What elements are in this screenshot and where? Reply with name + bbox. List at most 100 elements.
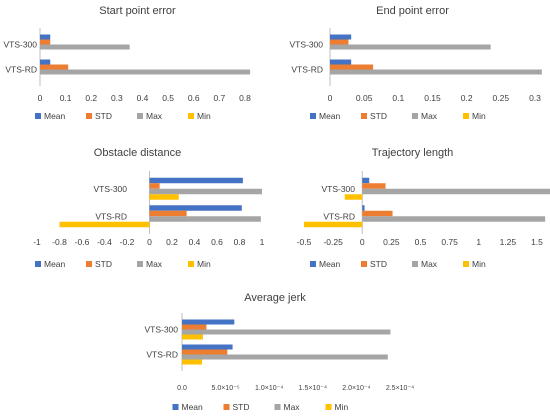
- bar-min-vts-rd: [182, 359, 203, 365]
- x-tick-label: 1.5: [531, 237, 543, 247]
- legend-swatch-min: [463, 113, 469, 119]
- bar-std-vts-rd: [362, 210, 393, 217]
- x-tick-label: 0.15: [424, 93, 441, 103]
- legend-swatch-std: [361, 113, 367, 119]
- category-label: VTS-300: [144, 325, 178, 335]
- legend-label-std: STD: [370, 259, 387, 269]
- bar-std-vts-rd: [40, 64, 69, 70]
- legend-label-mean: Mean: [182, 402, 204, 412]
- legend-label-max: Max: [421, 111, 438, 121]
- bar-std-vts-300: [40, 39, 51, 45]
- legend-swatch-mean: [172, 404, 179, 410]
- bar-max-vts-rd: [40, 69, 251, 75]
- legend-label-mean: Mean: [44, 259, 66, 269]
- legend-swatch-min: [463, 261, 469, 267]
- category-label: VTS-RD: [323, 211, 355, 221]
- chart-trajectory-length: Trajectory length VTS-300 VTS-RD -0.5 -0.25 0…: [297, 147, 550, 269]
- chart-start-point-error: Start point error VTS-300 VTS-RD 0 0.1 0.2 0.3…: [3, 5, 251, 121]
- chart-title: Trajectory length: [372, 147, 454, 159]
- legend-swatch-std: [223, 404, 230, 410]
- legend-label-min: Min: [472, 259, 486, 269]
- legend-label-std: STD: [233, 402, 250, 412]
- legend-swatch-mean: [310, 261, 316, 267]
- legend-swatch-std: [361, 261, 367, 267]
- bar-max-vts-rd: [182, 354, 388, 360]
- legend-label-std: STD: [95, 111, 112, 121]
- legend-swatch-max: [137, 113, 143, 119]
- bar-mean-vts-rd: [40, 59, 51, 65]
- chart-obstacle-distance: Obstacle distance VTS-300 VTS-RD -1 -0.8 -0.6…: [33, 147, 265, 269]
- x-tick-label: 0.2: [166, 237, 178, 247]
- x-tick-label: 0: [38, 93, 43, 103]
- x-tick-label: 0.1: [60, 93, 72, 103]
- x-tick-label: 0: [147, 237, 152, 247]
- chart-average-jerk: Average jerk VTS-300 VTS-RD 0.0 5.0×10⁻⁵ 1.0×…: [144, 292, 414, 412]
- bar-mean-vts-300: [330, 34, 352, 40]
- x-tick-label: -0.25: [323, 237, 343, 247]
- bar-mean-vts-rd: [362, 205, 365, 211]
- bar-std-vts-rd: [149, 210, 187, 217]
- legend-label-min: Min: [472, 111, 486, 121]
- legend-label-std: STD: [95, 259, 112, 269]
- legend-swatch-max: [274, 404, 281, 410]
- x-tick-label: 0.0: [177, 385, 187, 392]
- bar-std-vts-rd: [182, 349, 228, 355]
- x-tick-label: -0.8: [52, 237, 67, 247]
- x-tick-label: -1: [33, 237, 41, 247]
- x-tick-label: 2.5×10⁻⁴: [386, 385, 414, 392]
- bar-mean-vts-rd: [330, 59, 352, 65]
- category-label: VTS-300: [289, 40, 323, 50]
- bar-mean-vts-rd: [149, 205, 242, 211]
- category-label: VTS-RD: [146, 350, 178, 360]
- x-tick-label: 0.6: [188, 93, 200, 103]
- x-tick-label: 0.8: [234, 237, 246, 247]
- x-tick-label: 0.5: [415, 237, 427, 247]
- x-tick-label: 0.4: [189, 237, 201, 247]
- chart-title: Obstacle distance: [94, 147, 181, 159]
- legend-swatch-mean: [310, 113, 316, 119]
- legend-swatch-mean: [35, 261, 41, 267]
- x-tick-label: 1: [260, 237, 265, 247]
- x-tick-label: -0.2: [120, 237, 135, 247]
- x-tick-label: 0.2: [85, 93, 97, 103]
- legend-label-min: Min: [197, 259, 211, 269]
- legend-swatch-max: [412, 113, 418, 119]
- x-tick-label: 0.25: [383, 237, 400, 247]
- legend-label-min: Min: [335, 402, 349, 412]
- chart-title: End point error: [376, 5, 449, 17]
- chart-end-point-error: End point error VTS-300 VTS-RD 0 0.05 0.1 0.15…: [289, 5, 542, 121]
- bar-max-vts-300: [182, 329, 391, 335]
- bar-std-vts-300: [362, 183, 386, 189]
- x-tick-label: -0.4: [97, 237, 112, 247]
- legend-label-mean: Mean: [319, 111, 341, 121]
- legend-label-std: STD: [370, 111, 387, 121]
- legend-label-max: Max: [146, 111, 163, 121]
- x-tick-label: 1.0×10⁻⁴: [255, 385, 283, 392]
- legend-label-mean: Mean: [319, 259, 341, 269]
- bar-max-vts-300: [362, 188, 550, 195]
- legend-swatch-max: [412, 261, 418, 267]
- x-tick-label: 0.3: [111, 93, 123, 103]
- category-label: VTS-300: [3, 40, 37, 50]
- x-tick-label: 5.0×10⁻⁵: [211, 385, 239, 392]
- x-tick-label: 0.1: [392, 93, 404, 103]
- x-tick-label: -0.5: [297, 237, 312, 247]
- bar-max-vts-rd: [149, 216, 261, 222]
- x-tick-label: 0: [360, 237, 365, 247]
- bar-std-vts-300: [182, 324, 207, 330]
- legend-swatch-min: [188, 261, 194, 267]
- x-tick-label: 0.7: [213, 93, 225, 103]
- x-tick-label: 2.0×10⁻⁴: [342, 385, 370, 392]
- x-tick-label: 0: [328, 93, 333, 103]
- x-tick-label: 1.25: [500, 237, 517, 247]
- x-tick-label: 0.2: [461, 93, 473, 103]
- x-tick-label: 1.5×10⁻⁴: [299, 385, 327, 392]
- bar-min-vts-rd: [304, 221, 363, 228]
- legend-label-max: Max: [284, 402, 301, 412]
- category-label: VTS-300: [321, 184, 355, 194]
- x-tick-label: 0.5: [162, 93, 174, 103]
- chart-title: Start point error: [99, 5, 176, 17]
- legend-swatch-min: [188, 113, 194, 119]
- legend-label-max: Max: [421, 259, 438, 269]
- legend-label-min: Min: [197, 111, 211, 121]
